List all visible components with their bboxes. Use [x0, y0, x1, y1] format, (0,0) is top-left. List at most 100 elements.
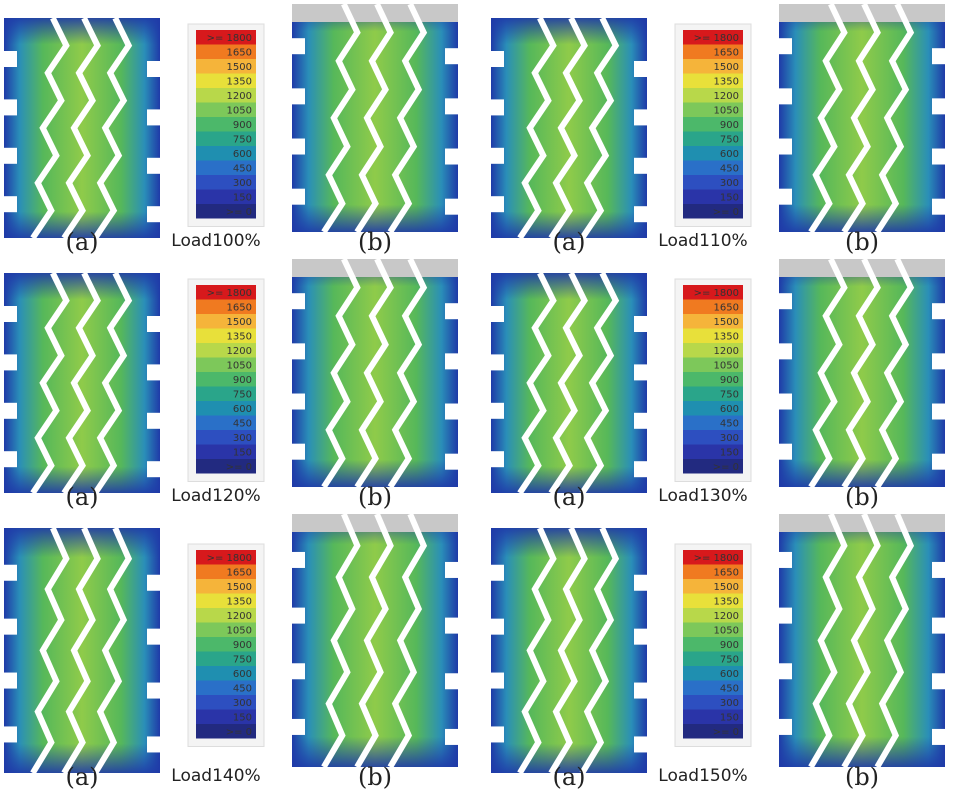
side-notch: [445, 673, 459, 690]
caption-b: (b): [358, 228, 392, 256]
side-notch: [445, 303, 459, 320]
side-notch: [932, 303, 946, 320]
footprint-b: [291, 2, 459, 234]
legend-cell: [683, 189, 743, 204]
caption-a: (a): [552, 483, 585, 511]
footprint-a: [490, 271, 648, 495]
side-notch: [291, 188, 305, 205]
side-notch: [490, 618, 504, 635]
side-notch: [291, 607, 305, 624]
legend-cell: [683, 204, 743, 219]
legend-label: 1350: [227, 332, 252, 343]
side-notch: [3, 726, 17, 743]
groove: [30, 526, 70, 775]
side-notch: [291, 718, 305, 735]
groove: [92, 271, 133, 495]
side-notch: [291, 393, 305, 410]
side-notch: [634, 574, 648, 591]
side-notch: [932, 673, 946, 690]
legend-cell: [196, 175, 256, 190]
side-notch: [490, 672, 504, 689]
legend-label: 1650: [227, 303, 252, 314]
side-notch: [932, 561, 946, 578]
tread-edge: [491, 18, 647, 238]
groove: [61, 271, 101, 495]
legend-cell: [683, 73, 743, 88]
footprint-b: [778, 2, 946, 234]
legend-cell: [683, 343, 743, 358]
legend-label: 600: [233, 404, 252, 415]
legend-label: 1500: [227, 582, 252, 593]
tread-edge: [4, 528, 160, 773]
legend-label: 1050: [714, 106, 739, 117]
groove: [548, 526, 588, 775]
side-notch: [445, 453, 459, 470]
side-notch: [3, 618, 17, 635]
legend-label: 750: [720, 135, 739, 146]
side-notch: [634, 206, 648, 223]
legend-cell: [683, 564, 743, 579]
legend-cell: [683, 724, 743, 739]
legend-cell: [196, 695, 256, 710]
side-notch: [147, 206, 161, 223]
side-notch: [291, 38, 305, 55]
caption-load: Load130%: [658, 486, 747, 506]
side-notch: [291, 443, 305, 460]
legend-cell: [196, 579, 256, 594]
panel: >= 1800 1650 1500 1350 1200 1050 900 750 600 450 3…: [3, 2, 459, 256]
groove: [321, 257, 361, 489]
legend-label: 1200: [227, 346, 252, 357]
groove: [841, 512, 881, 769]
side-notch: [634, 316, 648, 332]
caption-load: Load140%: [171, 766, 260, 786]
legend-cell: [196, 131, 256, 146]
side-notch: [3, 196, 17, 213]
side-notch: [778, 718, 792, 735]
groove: [30, 271, 70, 495]
side-notch: [147, 61, 161, 77]
groove: [517, 16, 557, 240]
side-notch: [490, 354, 504, 371]
legend-cell: [196, 459, 256, 474]
side-notch: [634, 157, 648, 174]
legend-cell: [683, 386, 743, 401]
legend-cell: [196, 444, 256, 459]
side-notch: [778, 607, 792, 624]
tread-edge: [292, 259, 458, 487]
panel: >= 1800 1650 1500 1350 1200 1050 900 750 600 450 3…: [490, 257, 946, 511]
groove: [579, 16, 620, 240]
legend-cell: [196, 117, 256, 132]
legend-label: 600: [720, 669, 739, 680]
footprint-b: [291, 257, 459, 489]
legend-cell: [196, 680, 256, 695]
legend-cell: [683, 299, 743, 314]
legend-cell: [683, 593, 743, 608]
tread-edge: [779, 4, 945, 232]
groove: [61, 526, 101, 775]
tread-edge: [292, 514, 458, 767]
legend-label: 1500: [714, 62, 739, 73]
tread-edge: [292, 4, 458, 232]
side-notch: [291, 293, 305, 310]
side-notch: [3, 672, 17, 689]
legend-label: 750: [233, 390, 252, 401]
legend-label: 1350: [227, 597, 252, 608]
legend-cell: [683, 415, 743, 430]
side-notch: [932, 728, 946, 745]
side-notch: [778, 88, 792, 105]
tread-edge: [779, 259, 945, 487]
legend-cell: [683, 102, 743, 117]
side-notch: [445, 198, 459, 215]
legend-cell: [683, 622, 743, 637]
legend-label: >= 1800: [694, 288, 739, 299]
legend-label: 1500: [227, 317, 252, 328]
caption-a: (a): [65, 483, 98, 511]
legend-label: >= 1800: [207, 33, 252, 44]
groove: [841, 257, 881, 489]
side-notch: [778, 443, 792, 460]
legend-cell: [683, 444, 743, 459]
legend-cell: [683, 146, 743, 161]
panel: >= 1800 1650 1500 1350 1200 1050 900 750 600 450 3…: [490, 512, 946, 791]
legend-label: 1050: [227, 626, 252, 637]
